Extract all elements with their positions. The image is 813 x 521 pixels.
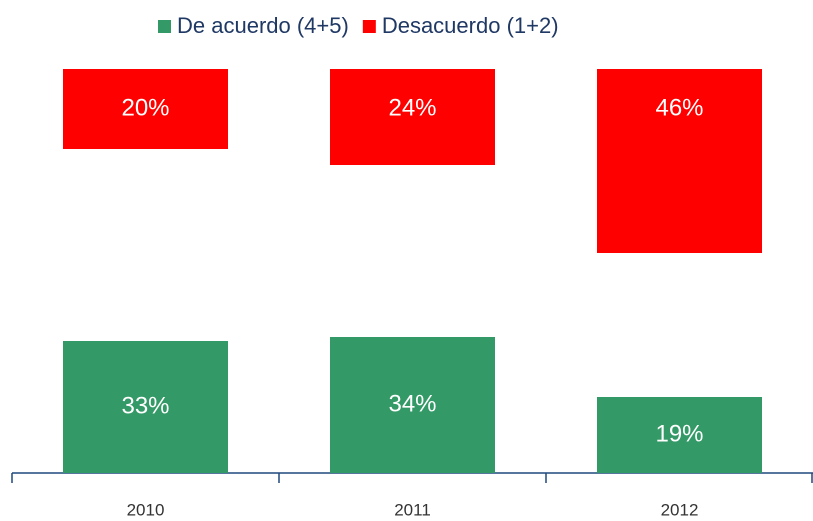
bar <box>63 341 228 473</box>
bar <box>597 69 762 253</box>
value-label: 46% <box>655 94 703 121</box>
value-label: 24% <box>388 94 436 121</box>
x-tick-label: 2010 <box>127 500 165 519</box>
legend-label: De acuerdo (4+5) <box>177 13 349 38</box>
bar <box>330 69 495 165</box>
bar <box>63 69 228 149</box>
x-tick-label: 2011 <box>394 500 431 519</box>
legend-label: Desacuerdo (1+2) <box>382 13 559 38</box>
legend-swatch <box>158 20 171 33</box>
value-label: 20% <box>121 94 169 121</box>
value-label: 34% <box>388 390 436 417</box>
x-tick-label: 2012 <box>661 500 699 519</box>
value-label: 33% <box>121 392 169 419</box>
legend-swatch <box>362 20 376 33</box>
value-label: 19% <box>655 420 703 447</box>
bar <box>330 337 495 473</box>
bar <box>597 397 762 473</box>
